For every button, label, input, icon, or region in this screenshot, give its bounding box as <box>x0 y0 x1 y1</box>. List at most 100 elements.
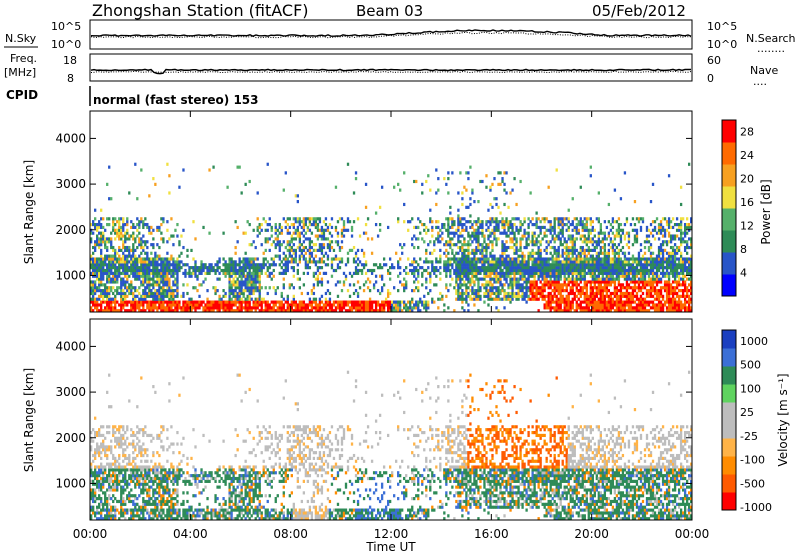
power-cell <box>457 217 460 221</box>
power-cell <box>461 291 464 296</box>
power-cell <box>457 274 460 278</box>
power-cell <box>665 294 669 298</box>
power-cell <box>144 286 147 290</box>
power-cell <box>242 300 245 304</box>
power-cell <box>104 268 107 273</box>
power-cell <box>601 274 605 278</box>
power-cell <box>136 271 139 275</box>
power-cell <box>505 291 508 296</box>
power-cell <box>276 228 279 232</box>
power-cell <box>100 257 103 261</box>
power-cell <box>228 300 231 304</box>
power-cell <box>511 225 514 230</box>
power-cell <box>455 283 458 287</box>
power-cell <box>156 274 159 278</box>
power-cell <box>106 271 109 275</box>
power-cell <box>282 277 285 281</box>
power-cell <box>280 303 283 307</box>
power-cell <box>583 274 586 278</box>
power-cell <box>625 297 629 301</box>
power-cell <box>286 260 289 264</box>
power-cell <box>575 248 578 252</box>
power-cell <box>575 309 578 313</box>
power-cell <box>320 300 324 304</box>
power-cell <box>196 268 199 273</box>
power-cell <box>134 300 137 304</box>
power-cell <box>581 220 584 224</box>
power-cell <box>411 217 414 221</box>
power-cell <box>579 268 582 273</box>
power-cell <box>204 309 207 313</box>
power-cell <box>417 300 420 304</box>
power-cell <box>523 271 526 275</box>
power-cell <box>481 234 484 238</box>
power-cell <box>521 291 524 296</box>
power-cell <box>511 266 514 270</box>
power-cell <box>605 263 609 267</box>
power-cell <box>118 231 121 235</box>
power-cell <box>589 300 592 304</box>
power-cell <box>637 297 641 301</box>
power-cell <box>90 289 93 293</box>
power-cell <box>108 297 111 301</box>
power-cell <box>599 248 602 252</box>
power-cell <box>659 260 663 264</box>
power-cell <box>557 231 560 235</box>
power-cell <box>272 306 275 310</box>
power-cell <box>170 291 173 296</box>
power-cell <box>603 300 607 304</box>
power-cell <box>114 300 117 304</box>
power-cell <box>479 220 482 224</box>
power-cell <box>541 237 544 241</box>
power-cell <box>378 291 382 296</box>
power-cell <box>445 266 448 270</box>
power-cell <box>346 257 350 261</box>
power-cell <box>447 240 450 244</box>
power-cell <box>543 280 546 284</box>
power-cell <box>256 257 259 261</box>
power-cell <box>314 222 318 227</box>
power-cell <box>224 309 227 313</box>
power-cell <box>547 306 550 310</box>
power-cell <box>473 263 476 267</box>
power-cell <box>435 260 438 264</box>
power-cell <box>657 222 661 227</box>
power-cell <box>507 294 510 298</box>
power-cell <box>431 263 434 267</box>
power-cell <box>497 237 500 241</box>
power-cell <box>403 268 406 273</box>
power-cell <box>629 266 633 270</box>
power-cell <box>250 306 253 310</box>
power-cell <box>258 268 261 273</box>
power-cell <box>126 254 129 258</box>
power-cell <box>551 283 554 287</box>
power-cell <box>511 231 514 235</box>
power-cell <box>238 165 241 169</box>
power-cell <box>555 277 558 281</box>
power-cell <box>252 277 255 281</box>
power-cell <box>575 222 578 227</box>
power-cell <box>417 280 420 284</box>
power-cell <box>310 251 314 255</box>
power-cell <box>497 182 500 186</box>
power-cell <box>531 237 534 241</box>
power-cell <box>649 222 653 227</box>
power-cell <box>533 257 536 261</box>
power-cell <box>555 306 558 310</box>
power-cell <box>589 263 592 267</box>
power-cell <box>455 257 458 261</box>
power-cell <box>471 263 474 267</box>
power-cell <box>258 294 261 298</box>
power-cell <box>567 228 570 232</box>
power-cell <box>635 263 639 267</box>
power-cell <box>429 289 432 293</box>
power-cell <box>170 254 173 258</box>
power-cell <box>625 277 629 281</box>
power-cell <box>611 297 615 301</box>
power-cell <box>122 306 125 310</box>
power-cell <box>635 266 639 270</box>
power-cell <box>617 222 621 227</box>
power-cell <box>224 266 227 270</box>
power-cell <box>431 234 434 238</box>
power-cell <box>362 309 366 313</box>
